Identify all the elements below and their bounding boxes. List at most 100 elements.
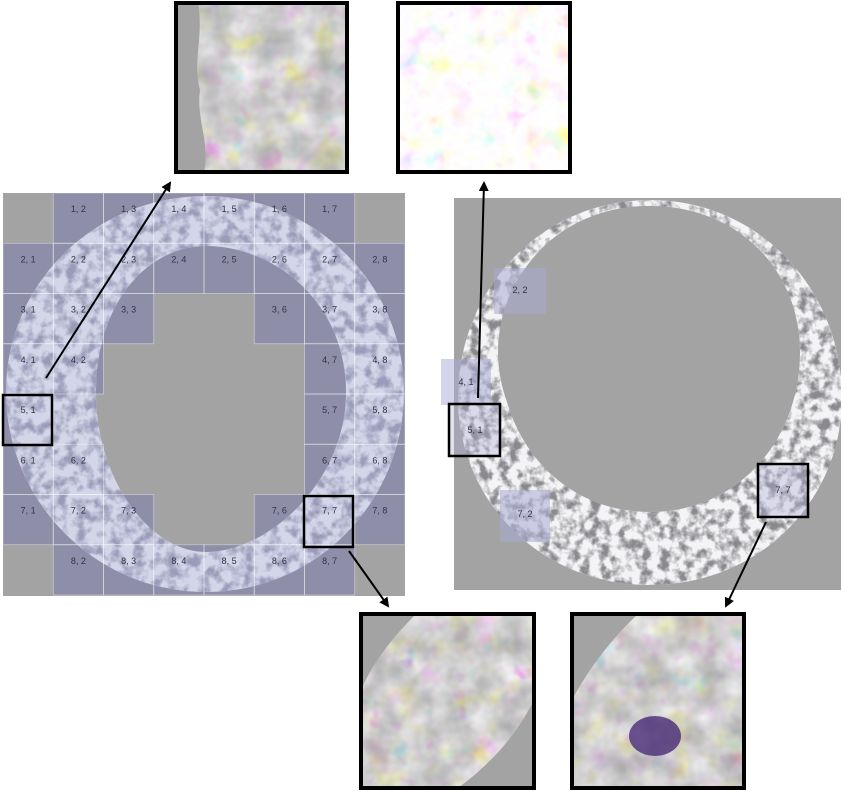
right-tile-label: 4, 1 xyxy=(458,377,473,387)
right-ring-texture xyxy=(458,200,841,585)
inset-background-edge xyxy=(176,3,206,172)
left-tile-label: 2, 4 xyxy=(171,254,186,264)
left-tile-label: 3, 1 xyxy=(21,305,36,315)
left-tile-outline xyxy=(103,193,155,244)
right-tile-4-1-overflow xyxy=(441,359,454,405)
right-highlight-tile-5-1[interactable] xyxy=(447,402,502,458)
right-tile-2-2 xyxy=(494,268,546,314)
left-tile-outline xyxy=(203,193,255,244)
left-tile-label: 6, 1 xyxy=(21,455,36,465)
left-tile-outline xyxy=(3,242,54,294)
left-tile-outline xyxy=(52,443,104,495)
left-tile-label: 7, 1 xyxy=(21,506,36,516)
left-tile-outline xyxy=(253,193,305,244)
inset-corner-background xyxy=(458,700,534,788)
left-tile-label: 8, 2 xyxy=(71,556,86,566)
right-tile-4-1 xyxy=(454,359,491,405)
left-tile-label: 4, 2 xyxy=(71,355,86,365)
left-tile-outline xyxy=(304,293,356,345)
left-tile-label: 2, 2 xyxy=(71,254,86,264)
left-tile-outline xyxy=(52,494,104,546)
left-tile-outline xyxy=(52,193,104,244)
left-tile-outline xyxy=(304,242,356,294)
left-tile-label: 2, 5 xyxy=(222,254,237,264)
left-tile-label: 2, 7 xyxy=(322,254,337,264)
left-tile-label: 4, 8 xyxy=(372,355,387,365)
left-tile-outline xyxy=(103,494,155,546)
left-tile-outline xyxy=(153,242,205,294)
left-tile-label: 5, 8 xyxy=(372,405,387,415)
left-tile-label: 7, 8 xyxy=(372,506,387,516)
left-tile-outline xyxy=(253,544,305,596)
left-tile-label: 6, 7 xyxy=(322,455,337,465)
left-tile-label: 1, 5 xyxy=(222,204,237,214)
left-tile-label: 6, 2 xyxy=(71,455,86,465)
right-tile-label: 7, 7 xyxy=(775,485,790,495)
left-tile-label: 7, 2 xyxy=(71,506,86,516)
left-tile-label: 7, 7 xyxy=(322,506,337,516)
arrow-left-5-1-to-inset xyxy=(45,181,172,379)
left-tile-outline xyxy=(103,293,155,345)
left-tile-label: 2, 8 xyxy=(372,254,387,264)
left-tile-label: 7, 6 xyxy=(272,506,287,516)
left-highlight-tile-5-1[interactable] xyxy=(1,393,54,447)
left-tile-label: 8, 4 xyxy=(171,556,186,566)
left-tile-label: 6, 8 xyxy=(372,455,387,465)
right-tile-labels: 2, 2 4, 1 5, 1 7, 2 7, 7 xyxy=(458,285,790,519)
left-tile-outline xyxy=(354,293,405,345)
left-tile-label: 5, 7 xyxy=(322,405,337,415)
left-tile-label: 8, 3 xyxy=(121,556,136,566)
left-tile-outline xyxy=(203,544,255,596)
left-tile-label: 1, 2 xyxy=(71,204,86,214)
left-tile-outline xyxy=(354,343,405,395)
left-highlight-tile-7-7[interactable] xyxy=(302,494,355,549)
inset-right-tile-7-7 xyxy=(570,612,746,790)
left-tile-label: 3, 7 xyxy=(322,305,337,315)
left-tile-label: 2, 3 xyxy=(121,254,136,264)
left-ring-texture xyxy=(6,196,404,592)
left-tile-outline xyxy=(354,393,405,445)
left-tile-outline xyxy=(203,242,255,294)
left-tile-outline xyxy=(52,544,104,596)
left-tile-outline xyxy=(3,494,54,546)
right-tile-7-2 xyxy=(500,490,550,542)
left-tiled-ring-image: 1, 2 1, 3 1, 4 1, 5 1, 6 1, 7 2, 1 2, 2 2, 3 2, 4… xyxy=(3,193,405,596)
left-tile-outline xyxy=(253,242,305,294)
right-tile-label: 2, 2 xyxy=(512,285,527,295)
left-tile-outline xyxy=(354,443,405,495)
left-tile-label: 3, 2 xyxy=(71,305,86,315)
left-tile-outline xyxy=(304,193,356,244)
left-tile-label: 1, 4 xyxy=(171,204,186,214)
left-tile-label: 3, 3 xyxy=(121,305,136,315)
right-highlight-tile-7-7[interactable] xyxy=(756,462,810,519)
arrow-left-7-7-to-inset xyxy=(348,550,390,608)
left-tile-labels: 1, 2 1, 3 1, 4 1, 5 1, 6 1, 7 2, 1 2, 2 2, 3 2, 4… xyxy=(21,204,388,566)
left-tile-label: 1, 6 xyxy=(272,204,287,214)
left-tile-label: 7, 3 xyxy=(121,506,136,516)
left-tile-outline xyxy=(253,293,305,345)
left-tile-label: 3, 6 xyxy=(272,305,287,315)
left-tile-outline xyxy=(304,343,356,395)
inset-right-tile-5-1 xyxy=(396,1,572,174)
left-tile-outline xyxy=(153,193,205,244)
inset-dark-spot xyxy=(629,716,681,756)
left-tile-outline xyxy=(354,494,405,546)
left-tile-label: 4, 1 xyxy=(21,355,36,365)
left-tile-label: 8, 5 xyxy=(222,556,237,566)
left-tile-outline xyxy=(304,443,356,495)
left-tile-label: 4, 7 xyxy=(322,355,337,365)
inset-left-tile-5-1 xyxy=(174,1,349,174)
inset-corner-background xyxy=(572,614,638,700)
left-tile-label: 1, 3 xyxy=(121,204,136,214)
left-tile-outline xyxy=(103,544,155,596)
left-tile-label: 2, 1 xyxy=(21,254,36,264)
left-tile-outline xyxy=(304,544,356,596)
arrow-right-7-7-to-inset xyxy=(724,521,767,608)
right-ring-image xyxy=(454,198,841,590)
right-tile-label: 5, 1 xyxy=(467,425,482,435)
inset-corner-background xyxy=(361,614,416,690)
left-tile-label: 1, 7 xyxy=(322,204,337,214)
inset-left-tile-7-7 xyxy=(359,612,536,790)
left-tile-outline xyxy=(3,293,54,345)
